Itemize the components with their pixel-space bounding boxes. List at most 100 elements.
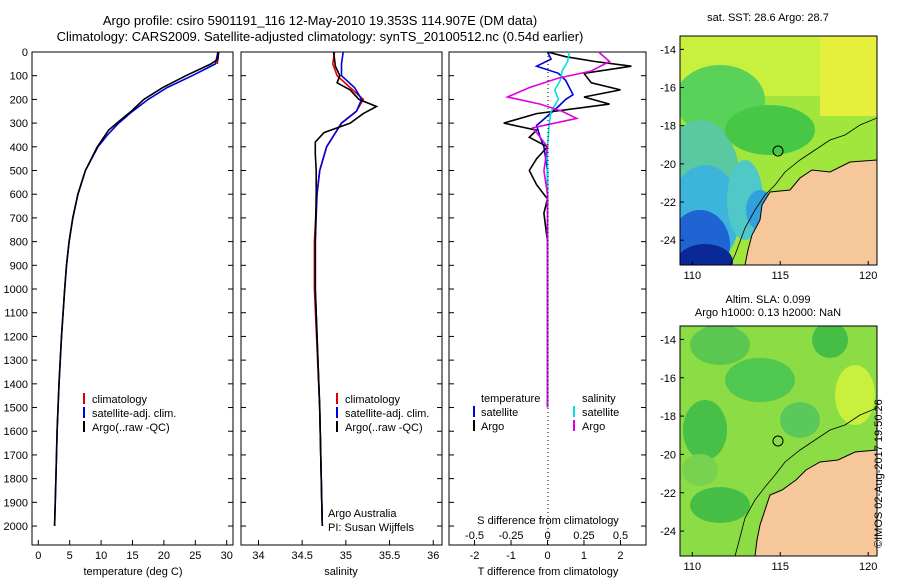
x-tick-label: -2 [470, 550, 480, 562]
legend-satellite-adj: satellite-adj. clim. [345, 408, 429, 420]
lat-tick-label: -20 [660, 449, 676, 461]
y-tick-label: 300 [10, 118, 28, 130]
legend-argo: Argo(..raw -QC) [92, 422, 170, 434]
y-tick-label: 1100 [4, 308, 28, 320]
sla-map-title-line2: Argo h1000: 0.13 h2000: NaN [694, 307, 842, 319]
x-tick-label: 35.5 [379, 550, 400, 562]
x-tick-label: 35 [340, 550, 352, 562]
x-tick-label: 25 [189, 550, 201, 562]
lat-tick-label: -18 [660, 411, 676, 423]
sla-map [680, 326, 877, 556]
x2-tick-label: 0 [544, 530, 550, 542]
climatology-subtitle: Climatology: CARS2009. Satellite-adjuste… [56, 29, 584, 44]
lon-tick-label: 110 [684, 561, 702, 573]
series-line-argo [504, 51, 611, 408]
x2-tick-label: 0.25 [573, 530, 594, 542]
x-tick-label: 34 [252, 550, 264, 562]
salinity-axis-label: salinity [324, 566, 358, 578]
y-tick-label: 1300 [4, 355, 28, 367]
lon-tick-label: 120 [859, 270, 877, 282]
y-tick-label: 1200 [4, 331, 28, 343]
salinity-legend: climatology satellite-adj. clim. Argo(..… [328, 393, 429, 534]
sst-map [680, 36, 877, 265]
series-line-satellite-adj-clim- [314, 51, 363, 527]
sla-map-title-line1: Altim. SLA: 0.099 [725, 294, 811, 306]
salinity-panel-frame [240, 51, 443, 546]
difference-legend: temperature satellite Argo salinity sate… [473, 393, 619, 433]
y-tick-label: 1400 [4, 379, 28, 391]
x-tick-label: 30 [221, 550, 233, 562]
series-line-satellite-adj-clim- [53, 51, 219, 527]
y-tick-label: 600 [10, 189, 28, 201]
s-difference-label: S difference from climatology [477, 515, 619, 527]
t-difference-axis-label: T difference from climatology [478, 566, 619, 578]
series-line-argo-raw-qc- [53, 51, 220, 527]
x-tick-label: 0 [544, 550, 550, 562]
lat-tick-label: -24 [660, 526, 676, 538]
lon-tick-label: 120 [859, 561, 877, 573]
temperature-axis-label: temperature (deg C) [83, 566, 182, 578]
legend-climatology: climatology [345, 394, 401, 406]
y-tick-label: 700 [10, 213, 28, 225]
series-line-climatology [313, 51, 365, 527]
temperature-legend: climatology satellite-adj. clim. Argo(..… [83, 393, 176, 434]
lon-tick-label: 115 [771, 561, 789, 573]
legend-temperature-title: temperature [481, 393, 540, 405]
x-tick-label: 10 [95, 550, 107, 562]
x-tick-label: 1 [581, 550, 587, 562]
pi-label: PI: Susan Wijffels [328, 522, 414, 534]
lon-tick-label: 115 [771, 270, 789, 282]
lat-tick-label: -24 [660, 235, 676, 247]
y-tick-label: 800 [10, 237, 28, 249]
legend-t-argo: Argo [481, 421, 504, 433]
y-tick-label: 1900 [4, 497, 28, 509]
x2-tick-label: -0.25 [498, 530, 523, 542]
legend-climatology: climatology [92, 394, 148, 406]
y-tick-label: 1800 [4, 474, 28, 486]
y-tick-label: 500 [10, 166, 28, 178]
lat-tick-label: -18 [660, 121, 676, 133]
x-tick-label: 36 [427, 550, 439, 562]
legend-argo: Argo(..raw -QC) [345, 422, 423, 434]
legend-t-satellite: satellite [481, 407, 518, 419]
lat-tick-label: -16 [660, 83, 676, 95]
sla-map-frame [679, 325, 878, 557]
x2-tick-label: -0.5 [465, 530, 484, 542]
x-tick-label: 20 [158, 550, 170, 562]
y-tick-label: 2000 [4, 521, 28, 533]
x-tick-label: 15 [126, 550, 138, 562]
profile-title: Argo profile: csiro 5901191_116 12-May-2… [102, 13, 538, 28]
lon-tick-label: 110 [684, 270, 702, 282]
series-line-argo [503, 51, 632, 408]
sst-map-title: sat. SST: 28.6 Argo: 28.7 [707, 12, 829, 24]
y-tick-label: 1000 [4, 284, 28, 296]
y-tick-label: 1500 [4, 403, 28, 415]
argo-float-marker [772, 145, 784, 157]
argo-australia-label: Argo Australia [328, 508, 397, 520]
lat-tick-label: -14 [660, 334, 676, 346]
y-tick-label: 400 [10, 142, 28, 154]
y-tick-label: 1700 [4, 450, 28, 462]
x-tick-label: 0 [35, 550, 41, 562]
lat-tick-label: -22 [660, 197, 676, 209]
y-tick-label: 200 [10, 94, 28, 106]
x-tick-label: 34.5 [291, 550, 312, 562]
lat-tick-label: -14 [660, 44, 676, 56]
argo-float-marker [772, 435, 784, 447]
lat-tick-label: -16 [660, 373, 676, 385]
lat-tick-label: -22 [660, 488, 676, 500]
legend-s-satellite: satellite [582, 407, 619, 419]
legend-salinity-title: salinity [582, 393, 616, 405]
legend-satellite-adj: satellite-adj. clim. [92, 408, 176, 420]
y-tick-label: 900 [10, 260, 28, 272]
credit-timestamp: ©IMOS 02-Aug-2017 19:50:26 [873, 399, 885, 548]
series-line-satellite [546, 51, 571, 408]
y-tick-label: 100 [10, 71, 28, 83]
sst-map-frame [679, 35, 878, 266]
series-line-argo-raw-qc- [314, 51, 379, 527]
x-tick-label: 2 [617, 550, 623, 562]
y-tick-label: 1600 [4, 426, 28, 438]
x-tick-label: -1 [506, 550, 516, 562]
temperature-panel-frame [31, 51, 234, 546]
